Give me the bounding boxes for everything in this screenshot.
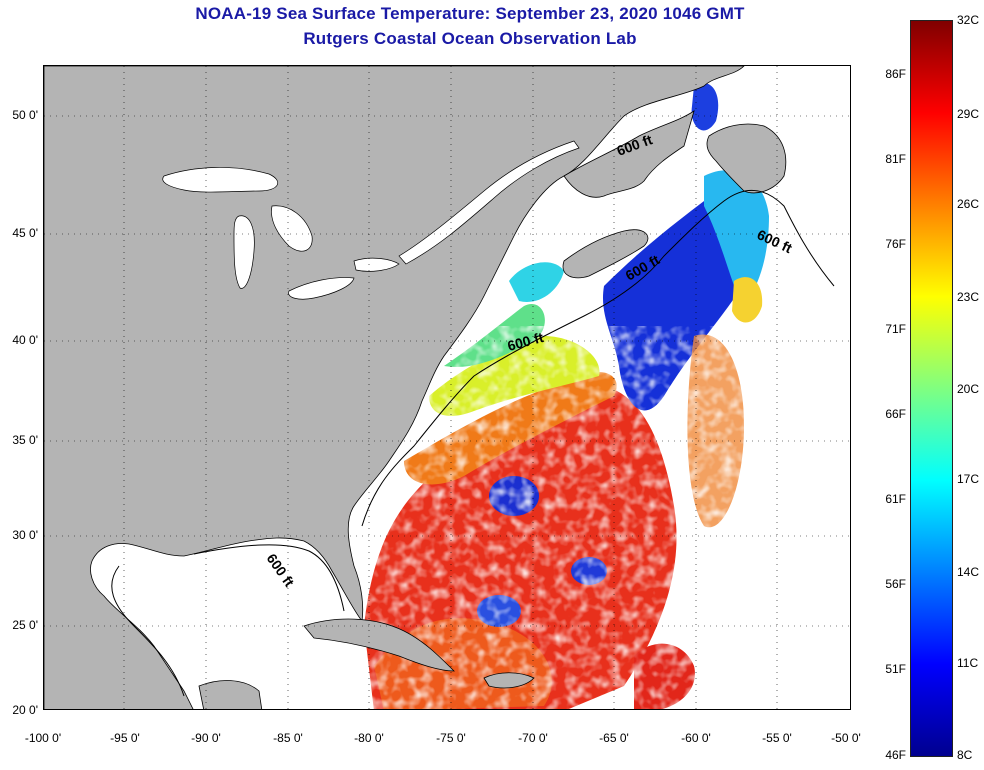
lon-tick-label: -100 0' xyxy=(24,731,62,745)
map-title: NOAA-19 Sea Surface Temperature: Septemb… xyxy=(195,4,745,23)
colorbar-c-label: 14C xyxy=(957,565,980,579)
lon-tick-label: -80 0' xyxy=(354,731,384,745)
colorbar-c-label: 11C xyxy=(957,656,979,670)
lon-tick-label: -60 0' xyxy=(681,731,711,745)
temperature-colorbar xyxy=(910,20,953,757)
colorbar-c-label: 8C xyxy=(957,748,973,762)
colorbar-f-label: 76F xyxy=(885,237,906,251)
hudson-st-lawrence xyxy=(398,140,580,265)
lat-tick-label: 35 0' xyxy=(12,433,38,447)
colorbar-f-label: 46F xyxy=(885,748,906,762)
lake-michigan xyxy=(233,215,255,289)
lat-tick-label: 40 0' xyxy=(12,333,38,347)
lake-superior xyxy=(162,167,279,193)
sst-map: 600 ft 600 ft 600 ft 600 ft 600 ft xyxy=(43,65,851,710)
lon-tick-label: -85 0' xyxy=(273,731,303,745)
colorbar-c-label: 17C xyxy=(957,472,980,486)
lon-tick-label: -70 0' xyxy=(518,731,548,745)
colorbar-f-label: 71F xyxy=(885,322,906,336)
colorbar-f-label: 61F xyxy=(885,492,906,506)
lake-erie xyxy=(288,277,355,300)
lat-tick-label: 20 0' xyxy=(12,703,38,717)
lon-tick-label: -50 0' xyxy=(831,731,861,745)
lon-tick-label: -95 0' xyxy=(110,731,140,745)
lon-tick-label: -75 0' xyxy=(436,731,466,745)
map-subtitle: Rutgers Coastal Ocean Observation Lab xyxy=(303,29,637,48)
yucatan xyxy=(198,680,263,709)
newfoundland xyxy=(706,123,787,194)
lon-tick-label: -55 0' xyxy=(762,731,792,745)
hispaniola xyxy=(483,672,535,689)
colorbar-c-label: 20C xyxy=(957,382,980,396)
colorbar-f-label: 81F xyxy=(885,152,906,166)
lat-tick-label: 50 0' xyxy=(12,108,38,122)
sst-newfoundland xyxy=(691,82,719,131)
colorbar-f-label: 86F xyxy=(885,67,906,81)
sst-yellow-banks xyxy=(732,277,763,323)
lake-huron xyxy=(271,205,313,252)
colorbar-c-label: 23C xyxy=(957,290,980,304)
colorbar-f-label: 66F xyxy=(885,407,906,421)
great-lakes xyxy=(162,140,580,300)
colorbar-f-label: 56F xyxy=(885,577,906,591)
lon-tick-label: -90 0' xyxy=(191,731,221,745)
colorbar-f-label: 51F xyxy=(885,662,906,676)
cuba xyxy=(303,618,455,672)
lat-tick-label: 25 0' xyxy=(12,618,38,632)
land xyxy=(44,66,787,709)
colorbar-c-label: 29C xyxy=(957,107,980,121)
nova-scotia xyxy=(562,229,649,279)
lon-tick-label: -65 0' xyxy=(599,731,629,745)
sst-cyan-maine xyxy=(509,262,564,302)
lat-tick-label: 30 0' xyxy=(12,528,38,542)
colorbar-c-label: 26C xyxy=(957,197,980,211)
lat-tick-label: 45 0' xyxy=(12,226,38,240)
colorbar-c-label: 32C xyxy=(957,13,980,27)
labrador xyxy=(563,110,695,198)
